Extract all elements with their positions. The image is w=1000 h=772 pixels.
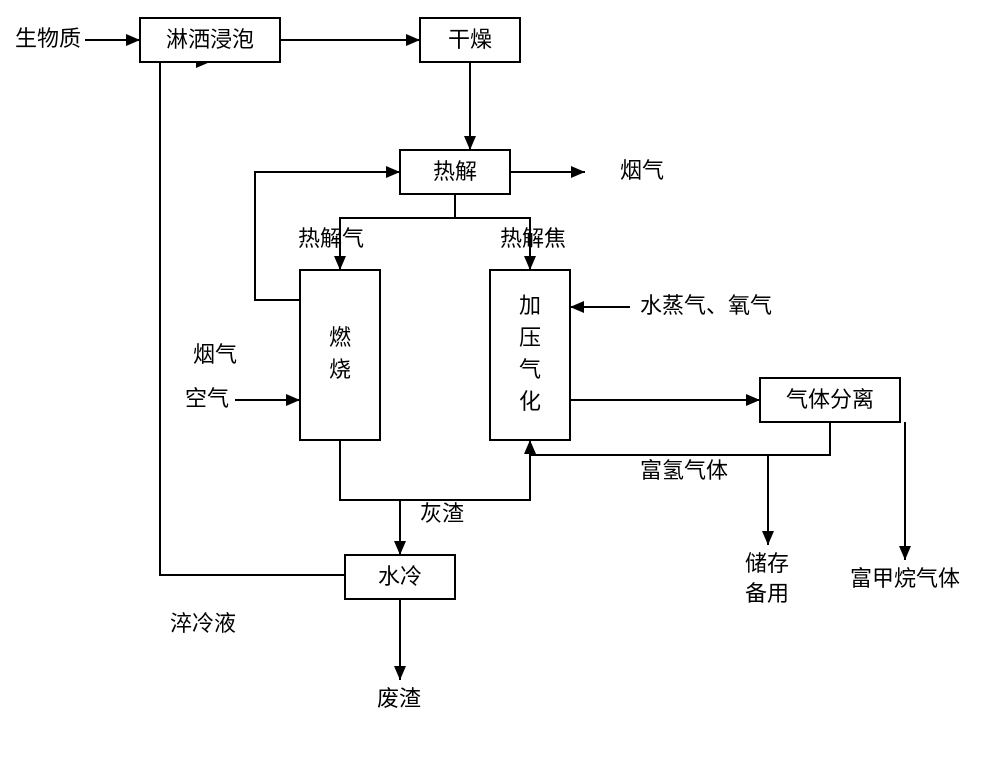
label-fluegas_lbl: 烟气 [193, 342, 237, 367]
label-store2: 备用 [745, 581, 789, 606]
label-gasify-0: 加 [519, 293, 541, 318]
label-ash_lbl: 灰渣 [420, 501, 464, 526]
label-sep: 气体分离 [786, 387, 874, 412]
flowchart-canvas: 生物质淋洒浸泡干燥热解烟气热解气热解焦燃烧加压气化水蒸气、氧气烟气空气气体分离富… [0, 0, 1000, 772]
label-biomass: 生物质 [15, 26, 81, 51]
label-pyro: 热解 [433, 159, 477, 184]
edge-11 [340, 440, 400, 555]
label-dry: 干燥 [448, 27, 492, 52]
label-store1: 储存 [745, 551, 789, 576]
edge-10 [530, 422, 830, 455]
label-pyro_gas: 热解气 [298, 226, 364, 251]
label-soak: 淋洒浸泡 [166, 27, 254, 52]
label-waste: 废渣 [377, 686, 421, 711]
label-gasify-2: 气 [519, 357, 541, 382]
label-water: 水冷 [378, 564, 422, 589]
label-air_lbl: 空气 [185, 386, 229, 411]
label-gasify-3: 化 [519, 389, 541, 414]
node-burn [300, 270, 380, 440]
label-steam_o2: 水蒸气、氧气 [640, 293, 772, 318]
label-fluegas_out: 烟气 [620, 158, 664, 183]
label-burn-0: 燃 [329, 325, 351, 350]
label-ch4: 富甲烷气体 [850, 566, 960, 591]
label-h2_rich: 富氢气体 [640, 458, 728, 483]
label-gasify-1: 压 [519, 325, 541, 350]
label-quench: 淬冷液 [170, 611, 236, 636]
edge-12 [400, 440, 530, 500]
label-pyro_coke: 热解焦 [500, 226, 566, 251]
label-burn-1: 烧 [329, 357, 351, 382]
